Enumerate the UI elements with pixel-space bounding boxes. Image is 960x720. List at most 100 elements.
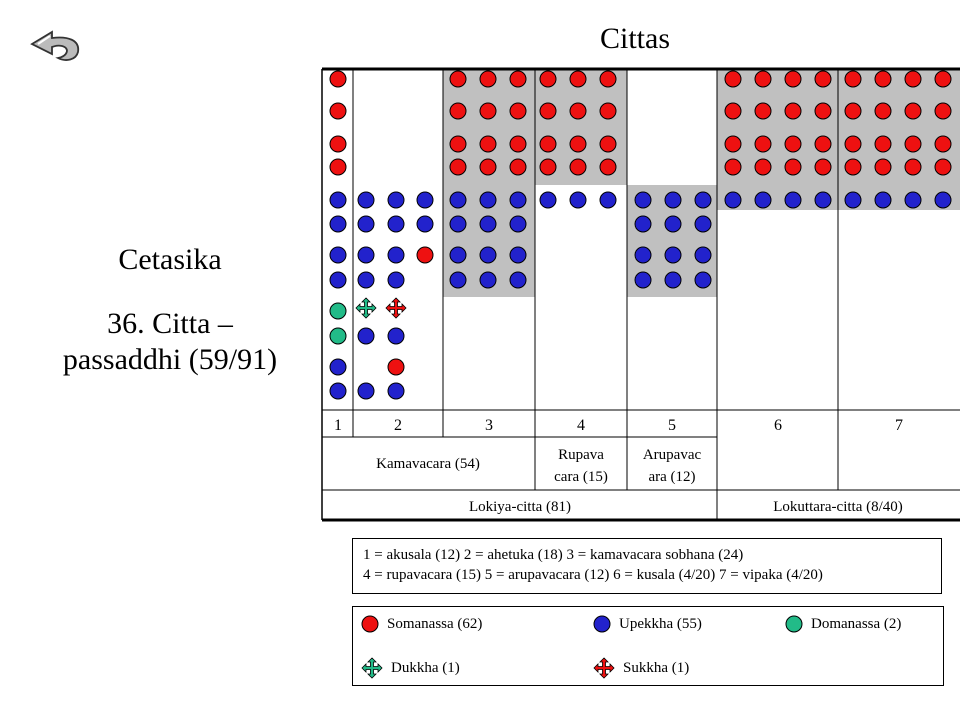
upekkha-dot bbox=[784, 191, 802, 209]
upekkha-dot bbox=[694, 271, 712, 289]
upekkha-dot bbox=[387, 271, 405, 289]
somanassa-dot bbox=[479, 135, 497, 153]
somanassa-dot bbox=[539, 135, 557, 153]
somanassa-dot bbox=[509, 70, 527, 88]
legend-domanassa-label: Domanassa (2) bbox=[811, 615, 902, 632]
upekkha-dot bbox=[387, 327, 405, 345]
somanassa-dot bbox=[934, 135, 952, 153]
somanassa-dot bbox=[844, 158, 862, 176]
somanassa-dot bbox=[569, 135, 587, 153]
upekkha-dot bbox=[664, 271, 682, 289]
citta-number: 36. Citta – bbox=[107, 307, 233, 340]
somanassa-dot bbox=[599, 102, 617, 120]
legend-somanassa-label: Somanassa (62) bbox=[387, 615, 483, 632]
somanassa-dot bbox=[814, 102, 832, 120]
col-5-label: 5 bbox=[668, 417, 676, 434]
somanassa-dot bbox=[416, 246, 434, 264]
col-6-label: 6 bbox=[774, 417, 782, 434]
upekkha-dot bbox=[634, 246, 652, 264]
somanassa-dot bbox=[724, 158, 742, 176]
upekkha-dot bbox=[539, 191, 557, 209]
upekkha-dot bbox=[479, 271, 497, 289]
somanassa-dot bbox=[329, 158, 347, 176]
col-3-label: 3 bbox=[485, 417, 493, 434]
column-key: 1 = akusala (12) 2 = ahetuka (18) 3 = ka… bbox=[352, 538, 942, 594]
somanassa-dot bbox=[934, 158, 952, 176]
upekkha-dot bbox=[694, 246, 712, 264]
somanassa-dot bbox=[784, 70, 802, 88]
legend-somanassa: Somanassa (62) bbox=[361, 615, 482, 633]
somanassa-dot bbox=[539, 102, 557, 120]
upekkha-dot bbox=[634, 271, 652, 289]
upekkha-dot bbox=[694, 215, 712, 233]
upekkha-dot bbox=[634, 215, 652, 233]
upekkha-dot bbox=[509, 246, 527, 264]
upekkha-dot bbox=[509, 271, 527, 289]
somanassa-dot bbox=[509, 102, 527, 120]
somanassa-dot bbox=[329, 102, 347, 120]
upekkha-dot bbox=[844, 191, 862, 209]
somanassa-dot bbox=[904, 158, 922, 176]
citta-name: passaddhi (59/91) bbox=[62, 343, 278, 376]
green-circle-icon bbox=[785, 615, 803, 633]
kamavacara-label: Kamavacara (54) bbox=[376, 456, 480, 472]
arupavacara-label-1: Arupavac bbox=[643, 447, 702, 463]
dukkha-cross-icon bbox=[355, 297, 377, 319]
somanassa-dot bbox=[754, 158, 772, 176]
upekkha-dot bbox=[329, 271, 347, 289]
somanassa-dot bbox=[874, 135, 892, 153]
category-labels: Kamavacara (54) Rupava cara (15) Arupava… bbox=[376, 447, 903, 515]
lokiya-label: Lokiya-citta (81) bbox=[469, 499, 571, 515]
somanassa-dot bbox=[449, 135, 467, 153]
somanassa-dot bbox=[329, 70, 347, 88]
somanassa-dot bbox=[724, 135, 742, 153]
somanassa-dot bbox=[754, 70, 772, 88]
somanassa-dot bbox=[904, 135, 922, 153]
somanassa-dot bbox=[509, 158, 527, 176]
somanassa-dot bbox=[844, 70, 862, 88]
somanassa-dot bbox=[874, 102, 892, 120]
col-2-label: 2 bbox=[394, 417, 402, 434]
somanassa-dot bbox=[539, 70, 557, 88]
somanassa-dot bbox=[904, 70, 922, 88]
upekkha-dot bbox=[449, 271, 467, 289]
col-1-label: 1 bbox=[334, 417, 342, 434]
somanassa-dot bbox=[569, 102, 587, 120]
red-circle-icon bbox=[361, 615, 379, 633]
legend-dukkha: Dukkha (1) bbox=[361, 657, 460, 679]
upekkha-dot bbox=[934, 191, 952, 209]
red-cross-arrow-icon bbox=[593, 657, 615, 679]
upekkha-dot bbox=[479, 246, 497, 264]
upekkha-dot bbox=[509, 191, 527, 209]
somanassa-dot bbox=[569, 70, 587, 88]
upekkha-dot bbox=[569, 191, 587, 209]
somanassa-dot bbox=[814, 70, 832, 88]
somanassa-dot bbox=[509, 135, 527, 153]
grid-lines bbox=[321, 67, 960, 522]
somanassa-dot bbox=[874, 70, 892, 88]
upekkha-dot bbox=[664, 191, 682, 209]
somanassa-dot bbox=[724, 102, 742, 120]
upekkha-dot bbox=[329, 215, 347, 233]
somanassa-dot bbox=[934, 70, 952, 88]
upekkha-dot bbox=[329, 191, 347, 209]
legend-sukkha-label: Sukkha (1) bbox=[623, 659, 690, 676]
upekkha-dot bbox=[754, 191, 772, 209]
upekkha-dot bbox=[416, 215, 434, 233]
somanassa-dot bbox=[784, 102, 802, 120]
somanassa-dot bbox=[934, 102, 952, 120]
upekkha-dot bbox=[694, 191, 712, 209]
somanassa-dot bbox=[784, 158, 802, 176]
back-arrow-icon[interactable] bbox=[28, 26, 84, 66]
somanassa-dot bbox=[599, 70, 617, 88]
legend-sukkha: Sukkha (1) bbox=[593, 657, 689, 679]
somanassa-dot bbox=[724, 70, 742, 88]
upekkha-dot bbox=[814, 191, 832, 209]
somanassa-dot bbox=[754, 135, 772, 153]
upekkha-dot bbox=[479, 215, 497, 233]
somanassa-dot bbox=[479, 102, 497, 120]
lokuttara-label: Lokuttara-citta (8/40) bbox=[773, 499, 903, 515]
arupavacara-label-2: ara (12) bbox=[648, 469, 695, 485]
cetasika-label: Cetasika 36. Citta – passaddhi (59/91) bbox=[40, 242, 300, 378]
